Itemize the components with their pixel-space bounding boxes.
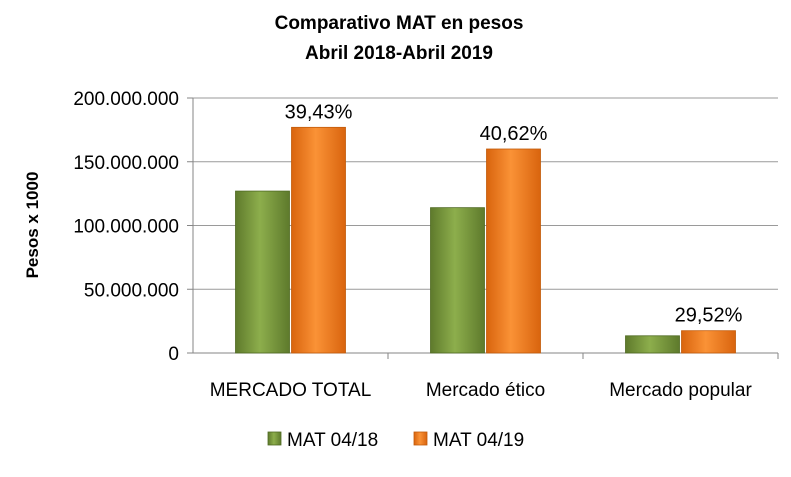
bar-series-2	[486, 148, 541, 354]
bar-series-2	[291, 126, 346, 354]
chart-subtitle: Abril 2018-Abril 2019	[305, 43, 493, 64]
bars	[235, 126, 736, 354]
legend: MAT 04/18 MAT 04/19	[267, 430, 524, 451]
x-tick-label: Mercado ético	[426, 380, 545, 401]
legend-swatch	[413, 431, 428, 446]
bar-series-1	[235, 190, 290, 354]
y-tick-label: 50.000.000	[84, 280, 179, 301]
y-tick-label: 100.000.000	[73, 217, 179, 238]
x-tick-label: MERCADO TOTAL	[210, 380, 372, 401]
data-label: 39,43%	[285, 101, 353, 123]
data-label: 29,52%	[675, 305, 743, 327]
x-axis-ticks: MERCADO TOTAL Mercado ético Mercado popula…	[210, 353, 779, 401]
y-tick-label: 200.000.000	[73, 89, 179, 110]
bar-series-1	[625, 335, 680, 354]
bar-series-1	[430, 207, 485, 354]
chart-title: Comparativo MAT en pesos	[275, 13, 524, 34]
legend-label: MAT 04/19	[433, 430, 524, 451]
y-tick-label: 0	[168, 344, 179, 365]
y-axis-label: Pesos x 1000	[23, 172, 42, 279]
y-axis-ticks: 0 50.000.000 100.000.000 150.000.000 200.000…	[73, 89, 193, 365]
annotations: 39,43% 40,62% 29,52%	[285, 101, 743, 326]
legend-swatch	[267, 431, 282, 446]
x-tick-label: Mercado popular	[609, 380, 752, 401]
plot-frame	[192, 98, 778, 354]
y-tick-label: 150.000.000	[73, 153, 179, 174]
data-label: 40,62%	[480, 123, 548, 145]
legend-label: MAT 04/18	[287, 430, 378, 451]
bar-series-2	[681, 330, 736, 354]
